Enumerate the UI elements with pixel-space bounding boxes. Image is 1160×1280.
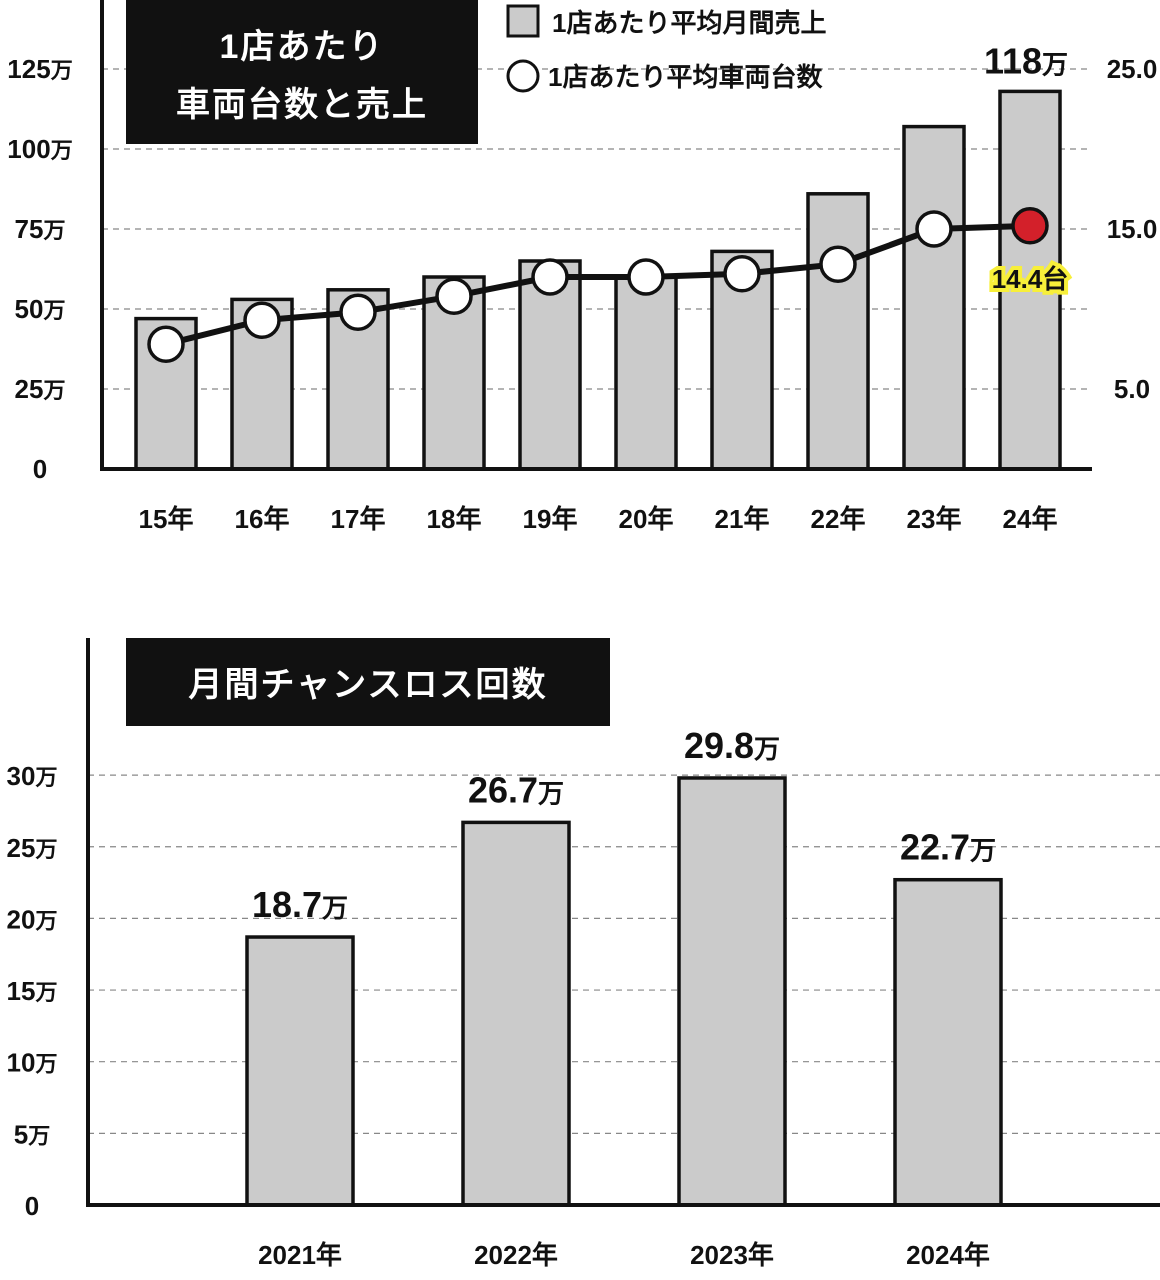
chart2-tick-labels: 0 5万 10万 15万 20万 25万 30万 2021年 2022年 2023年 2024年 — [7, 761, 990, 1270]
vehicle-point — [915, 210, 953, 248]
chart1-title-line-1: 1店あたり — [220, 28, 385, 66]
y-left-tick-label: 25万 — [15, 374, 66, 404]
y-right-tick-label: 5.0 — [1114, 374, 1150, 404]
chart1-axes — [100, 0, 1092, 471]
y-left-tick-label: 50万 — [15, 294, 66, 324]
chart2-title: 月間チャンスロス回数 — [189, 666, 548, 704]
y-tick-label: 0 — [25, 1191, 39, 1221]
x-tick-label: 2024年 — [906, 1240, 990, 1270]
chart1-title-line-2: 車両台数と売上 — [176, 86, 428, 124]
chart2-axes — [86, 638, 1160, 1207]
chance-loss-bar — [245, 935, 355, 1207]
chart1-tick-labels: 0 25万 50万 75万 100万 125万 5.0 15.0 25.0 15年 16年 17年 18… — [7, 54, 1157, 534]
x-tick-label: 19年 — [523, 504, 578, 534]
bar-value-label: 22.7万 — [900, 827, 996, 868]
y-tick-label: 25万 — [7, 833, 58, 863]
vehicle-point — [339, 293, 377, 331]
vehicle-point — [243, 301, 281, 339]
sales-vehicle-chart: 0 25万 50万 75万 100万 125万 5.0 15.0 25.0 15年 16年 17年 18… — [7, 0, 1157, 534]
sales-bar — [902, 124, 966, 471]
legend-label-sales: 1店あたり平均月間売上 — [552, 8, 826, 38]
x-tick-label: 2023年 — [690, 1240, 774, 1270]
y-tick-label: 10万 — [7, 1048, 58, 1078]
sales-bar — [614, 275, 678, 471]
chance-loss-bar — [893, 877, 1003, 1207]
chart1-bars — [134, 89, 1062, 471]
y-right-tick-label: 15.0 — [1107, 214, 1158, 244]
x-tick-label: 23年 — [907, 504, 962, 534]
chart1-line-series — [147, 207, 1049, 363]
x-tick-label: 22年 — [811, 504, 866, 534]
sales-bar — [710, 249, 774, 471]
sales-bar — [806, 192, 870, 471]
x-tick-label: 18年 — [427, 504, 482, 534]
bar-value-label: 18.7万 — [252, 884, 348, 925]
chance-loss-chart: 0 5万 10万 15万 20万 25万 30万 2021年 2022年 2023年 2024年 1… — [7, 638, 1160, 1270]
y-left-tick-label: 75万 — [15, 214, 66, 244]
x-tick-label: 17年 — [331, 504, 386, 534]
x-tick-label: 24年 — [1003, 504, 1058, 534]
sales-bar-highlight — [998, 89, 1062, 471]
y-left-tick-label: 100万 — [7, 134, 72, 164]
x-tick-label: 16年 — [235, 504, 290, 534]
point-value-label: 14.4台 — [992, 264, 1069, 294]
vehicle-point — [723, 255, 761, 293]
vehicle-line — [165, 222, 1031, 348]
vehicle-point — [435, 277, 473, 315]
x-tick-label: 2022年 — [474, 1240, 558, 1270]
legend-circle-icon — [506, 59, 540, 93]
x-tick-label: 2021年 — [258, 1240, 342, 1270]
legend-label-vehicles: 1店あたり平均車両台数 — [548, 62, 823, 92]
vehicle-point — [627, 258, 665, 296]
y-tick-label: 20万 — [7, 904, 58, 934]
chart2-title-box: 月間チャンスロス回数 — [126, 638, 610, 726]
sales-bar — [422, 275, 486, 471]
x-tick-label: 20年 — [619, 504, 674, 534]
chart2-data-labels: 18.7万 26.7万 29.8万 22.7万 — [252, 725, 996, 925]
y-left-tick-label: 125万 — [7, 54, 72, 84]
y-right-tick-label: 25.0 — [1107, 54, 1158, 84]
vehicle-point-highlight — [1011, 207, 1049, 245]
y-left-tick-label: 0 — [33, 454, 47, 484]
chart1-title-box: 1店あたり 車両台数と売上 — [126, 0, 478, 144]
x-tick-label: 15年 — [139, 504, 194, 534]
chance-loss-bar — [677, 776, 787, 1207]
y-tick-label: 5万 — [14, 1119, 50, 1149]
vehicle-point — [819, 245, 857, 283]
vehicle-point — [531, 258, 569, 296]
bar-value-label: 29.8万 — [684, 725, 780, 766]
x-tick-label: 21年 — [715, 504, 770, 534]
vehicle-point — [147, 325, 185, 363]
chart2-bars — [245, 776, 1003, 1207]
bar-value-label: 118万 — [984, 40, 1068, 81]
chance-loss-bar — [461, 820, 571, 1207]
chart1-legend: 1店あたり平均月間売上 1店あたり平均車両台数 — [506, 4, 826, 93]
legend-square-icon — [506, 4, 540, 38]
chart1-data-labels: 118万 14.4台 — [984, 40, 1072, 297]
y-tick-label: 30万 — [7, 761, 58, 791]
bar-value-label: 26.7万 — [468, 769, 564, 810]
y-tick-label: 15万 — [7, 976, 58, 1006]
